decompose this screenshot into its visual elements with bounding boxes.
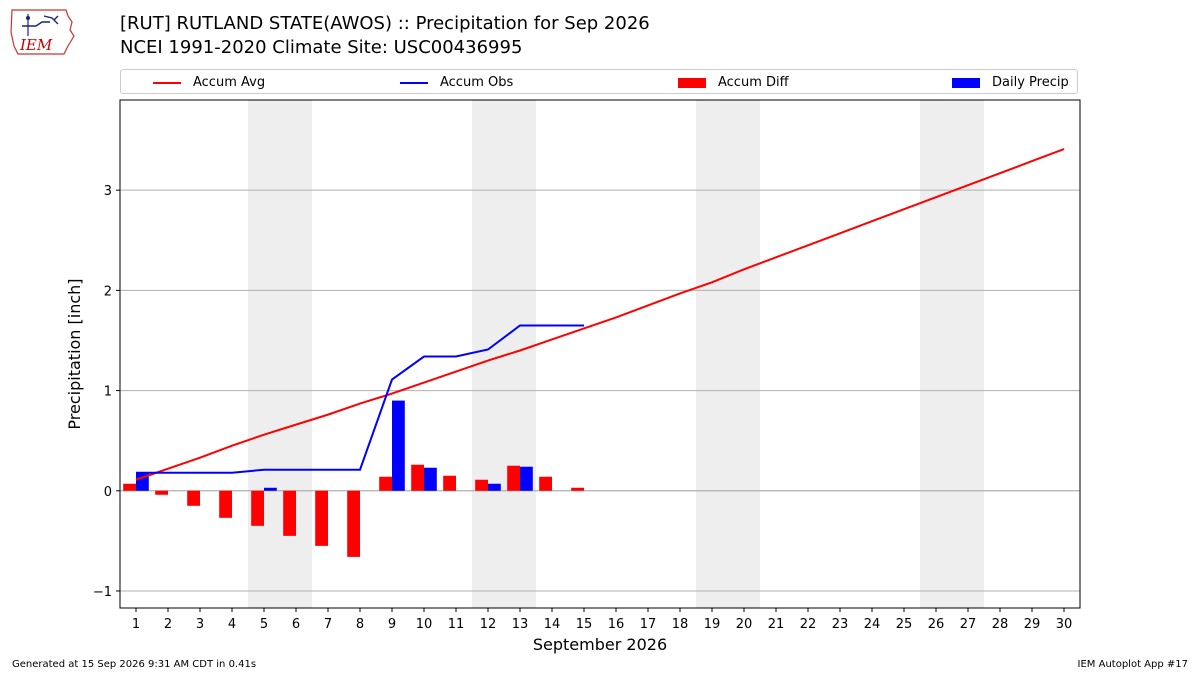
daily-bar-day-13 xyxy=(520,466,533,491)
diff-bar-day-10 xyxy=(411,464,424,491)
daily-bar-day-9 xyxy=(392,400,405,491)
x-tick-label: 11 xyxy=(448,617,465,632)
weather-vane-icon xyxy=(22,15,59,27)
daily-bar-day-5 xyxy=(264,487,277,491)
weekend-shade-0 xyxy=(248,100,312,608)
legend-label-accum-obs: Accum Obs xyxy=(440,75,514,90)
x-tick-label: 23 xyxy=(832,617,849,632)
x-tick-label: 10 xyxy=(416,617,433,632)
x-tick-label: 1 xyxy=(132,617,140,632)
legend: Accum Avg Accum Obs Accum Diff Daily Pre… xyxy=(120,69,1078,94)
legend-label-accum-avg: Accum Avg xyxy=(193,75,266,90)
line-accum-obs xyxy=(136,324,584,474)
x-tick-label: 9 xyxy=(388,617,396,632)
series-lines xyxy=(135,148,1065,481)
x-tick-label: 16 xyxy=(608,617,625,632)
legend-label-accum-diff: Accum Diff xyxy=(718,75,789,90)
y-tick-label: −1 xyxy=(93,585,112,600)
diff-bar-day-8 xyxy=(347,490,360,557)
y-tick-label: 3 xyxy=(104,184,112,199)
legend-swatch-accum-obs xyxy=(400,81,428,84)
x-tick-label: 19 xyxy=(704,617,721,632)
diff-bar-day-3 xyxy=(187,490,200,506)
diff-bar-day-12 xyxy=(475,479,488,491)
x-tick-label: 20 xyxy=(736,617,753,632)
diff-bar-day-6 xyxy=(283,490,296,536)
x-tick-label: 24 xyxy=(864,617,881,632)
bars xyxy=(123,400,584,557)
diff-bar-day-15 xyxy=(571,487,584,491)
x-tick-label: 14 xyxy=(544,617,561,632)
x-tick-label: 29 xyxy=(1024,617,1041,632)
diff-bar-day-13 xyxy=(507,465,520,491)
x-tick-label: 25 xyxy=(896,617,913,632)
line-accum-avg xyxy=(135,148,1065,481)
footer-app: IEM Autoplot App #17 xyxy=(1077,659,1188,670)
chart-title: [RUT] RUTLAND STATE(AWOS) :: Precipitati… xyxy=(120,13,650,34)
x-tick-label: 4 xyxy=(228,617,236,632)
legend-item-daily-precip: Daily Precip xyxy=(952,70,1069,95)
daily-bar-day-10 xyxy=(424,467,437,491)
legend-item-accum-obs: Accum Obs xyxy=(400,70,513,95)
diff-bar-day-7 xyxy=(315,490,328,546)
x-tick-label: 26 xyxy=(928,617,945,632)
y-tick-label: 2 xyxy=(104,284,112,299)
legend-item-accum-diff: Accum Diff xyxy=(678,70,789,95)
x-tick-label: 13 xyxy=(512,617,529,632)
iowa-state-outline-icon xyxy=(10,9,75,55)
diff-bar-day-9 xyxy=(379,476,392,491)
diff-bar-day-1 xyxy=(123,483,136,491)
diff-bar-day-2 xyxy=(155,490,168,495)
weekend-shade-2 xyxy=(696,100,760,608)
x-tick-label: 5 xyxy=(260,617,268,632)
x-tick-label: 18 xyxy=(672,617,689,632)
x-tick-label: 7 xyxy=(324,617,332,632)
x-tick-label: 15 xyxy=(576,617,593,632)
x-axis-label: September 2026 xyxy=(533,635,667,654)
x-tick-label: 28 xyxy=(992,617,1009,632)
iem-logo: IEM xyxy=(10,9,75,55)
x-tick-label: 8 xyxy=(356,617,364,632)
x-tick-label: 3 xyxy=(196,617,204,632)
chart-subtitle: NCEI 1991-2020 Climate Site: USC00436995 xyxy=(120,37,523,58)
diff-bar-day-11 xyxy=(443,475,456,491)
legend-item-accum-avg: Accum Avg xyxy=(153,70,265,95)
weekend-shade-3 xyxy=(920,100,984,608)
diff-bar-day-14 xyxy=(539,476,552,491)
y-axis-label: Precipitation [inch] xyxy=(65,278,84,429)
logo-text: IEM xyxy=(19,36,53,54)
x-tick-label: 17 xyxy=(640,617,657,632)
diff-bar-day-5 xyxy=(251,490,264,526)
x-tick-label: 30 xyxy=(1056,617,1073,632)
x-tick-label: 21 xyxy=(768,617,785,632)
diff-bar-day-4 xyxy=(219,490,232,518)
daily-bar-day-12 xyxy=(488,483,501,491)
legend-label-daily-precip: Daily Precip xyxy=(992,75,1069,90)
y-tick-label: 0 xyxy=(104,485,112,500)
daily-bar-day-1 xyxy=(136,472,149,491)
grid xyxy=(120,189,1080,592)
legend-swatch-accum-diff xyxy=(678,77,706,88)
footer-generated: Generated at 15 Sep 2026 9:31 AM CDT in … xyxy=(12,659,257,670)
x-tick-label: 12 xyxy=(480,617,497,632)
x-tick-label: 6 xyxy=(292,617,300,632)
y-tick-label: 1 xyxy=(104,385,112,400)
x-tick-label: 22 xyxy=(800,617,817,632)
legend-swatch-daily-precip xyxy=(952,77,980,88)
x-tick-label: 27 xyxy=(960,617,977,632)
weekend-shading xyxy=(248,100,984,608)
legend-swatch-accum-avg xyxy=(153,81,181,84)
plot-frame xyxy=(119,99,1081,609)
weekend-shade-1 xyxy=(472,100,536,608)
x-tick-label: 2 xyxy=(164,617,172,632)
